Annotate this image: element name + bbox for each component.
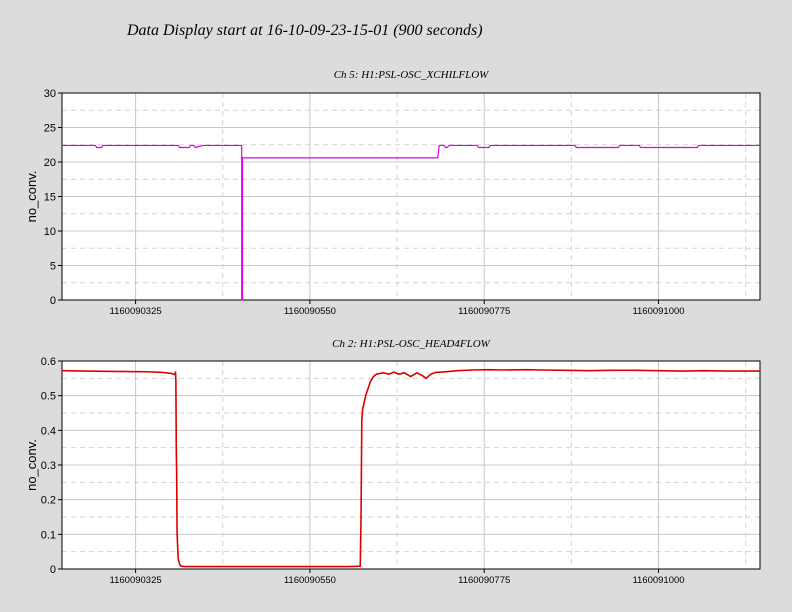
chart-title: Ch 2: H1:PSL-OSC_HEAD4FLOW <box>332 338 490 350</box>
series-line <box>61 368 760 568</box>
y-tick-label: 0 <box>50 564 56 576</box>
page-title: Data Display start at 16-10-09-23-15-01 … <box>127 22 483 39</box>
y-tick-label: 0.4 <box>41 425 56 437</box>
x-tick-label: 1160090325 <box>110 575 162 586</box>
y-tick-label: 30 <box>44 88 56 100</box>
y-tick-label: 0.6 <box>41 356 56 368</box>
y-tick-label: 0.1 <box>41 529 56 541</box>
y-tick-label: 0 <box>50 295 56 307</box>
y-tick-label: 20 <box>44 157 56 169</box>
x-tick-label: 1160091000 <box>632 306 684 317</box>
y-tick-label: 25 <box>44 123 56 135</box>
chart-title: Ch 5: H1:PSL-OSC_XCHILFLOW <box>334 69 489 81</box>
chart-panel-1: 0 5 10 15 20 25 30 1160090325 1160090550 11600907… <box>24 69 761 317</box>
y-tick-label: 0.2 <box>41 495 56 507</box>
chart-panel-2: 0 0.1 0.2 0.3 0.4 0.5 0.6 1160090325 1160090550 1… <box>24 338 761 586</box>
y-tick-label: 0.3 <box>41 460 56 472</box>
y-axis-label: no_conv. <box>24 171 39 223</box>
y-tick-label: 0.5 <box>41 391 56 403</box>
y-tick-label: 5 <box>50 261 56 273</box>
x-tick-label: 1160090550 <box>284 575 336 586</box>
x-tick-label: 1160091000 <box>632 575 684 586</box>
y-axis-label: no_conv. <box>24 439 39 491</box>
x-tick-label: 1160090325 <box>110 306 162 317</box>
x-tick-label: 1160090775 <box>458 306 510 317</box>
y-tick-label: 10 <box>44 226 56 238</box>
x-tick-label: 1160090775 <box>458 575 510 586</box>
y-tick-label: 15 <box>44 192 56 204</box>
series-line <box>62 144 760 301</box>
x-tick-label: 1160090550 <box>284 306 336 317</box>
